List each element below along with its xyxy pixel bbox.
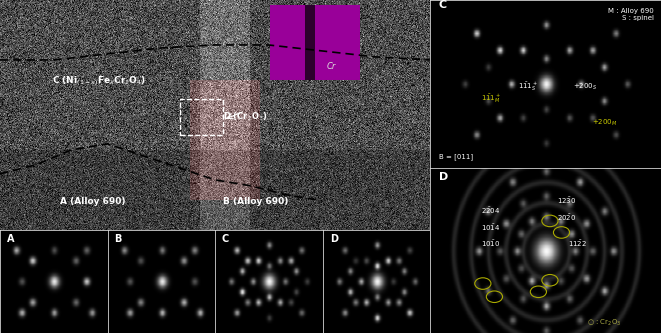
Text: C: C <box>222 234 229 244</box>
Text: 100 nm: 100 nm <box>30 260 59 269</box>
Text: M : Alloy 690
S : spinel: M : Alloy 690 S : spinel <box>608 8 654 21</box>
Text: $1\bar{1}1_S^+$: $1\bar{1}1_S^+$ <box>518 81 537 93</box>
Text: $+200_M$: $+200_M$ <box>592 118 617 128</box>
Text: B (Alloy 690): B (Alloy 690) <box>223 197 289 206</box>
Text: $10\bar{1}0$: $10\bar{1}0$ <box>481 239 500 249</box>
Text: $1\bar{1}1_M^+$: $1\bar{1}1_M^+$ <box>481 93 500 105</box>
Text: A: A <box>7 234 14 244</box>
Text: C (Ni$_{(1-x)}$Fe$_x$Cr$_2$O$_4$): C (Ni$_{(1-x)}$Fe$_x$Cr$_2$O$_4$) <box>52 75 146 89</box>
Text: $10\bar{1}4$: $10\bar{1}4$ <box>481 222 500 233</box>
Text: $11\bar{2}2$: $11\bar{2}2$ <box>568 239 588 249</box>
Text: $2\bar{2}04$: $2\bar{2}04$ <box>481 206 500 216</box>
Text: $20\bar{2}0$: $20\bar{2}0$ <box>557 212 576 223</box>
Text: $\bigcirc$ : Cr$_2$O$_3$: $\bigcirc$ : Cr$_2$O$_3$ <box>587 318 621 328</box>
Text: D: D <box>439 172 448 182</box>
Text: D: D <box>330 234 338 244</box>
Text: $+200_S$: $+200_S$ <box>573 82 598 92</box>
Text: B: B <box>114 234 122 244</box>
Text: A (Alloy 690): A (Alloy 690) <box>60 197 126 206</box>
Text: D (Cr$_2$O$_3$): D (Cr$_2$O$_3$) <box>223 111 268 124</box>
Text: B = [011]: B = [011] <box>439 153 473 160</box>
Text: C: C <box>439 0 447 10</box>
Text: $12\bar{3}0$: $12\bar{3}0$ <box>557 196 576 206</box>
Text: Cr: Cr <box>327 62 336 71</box>
